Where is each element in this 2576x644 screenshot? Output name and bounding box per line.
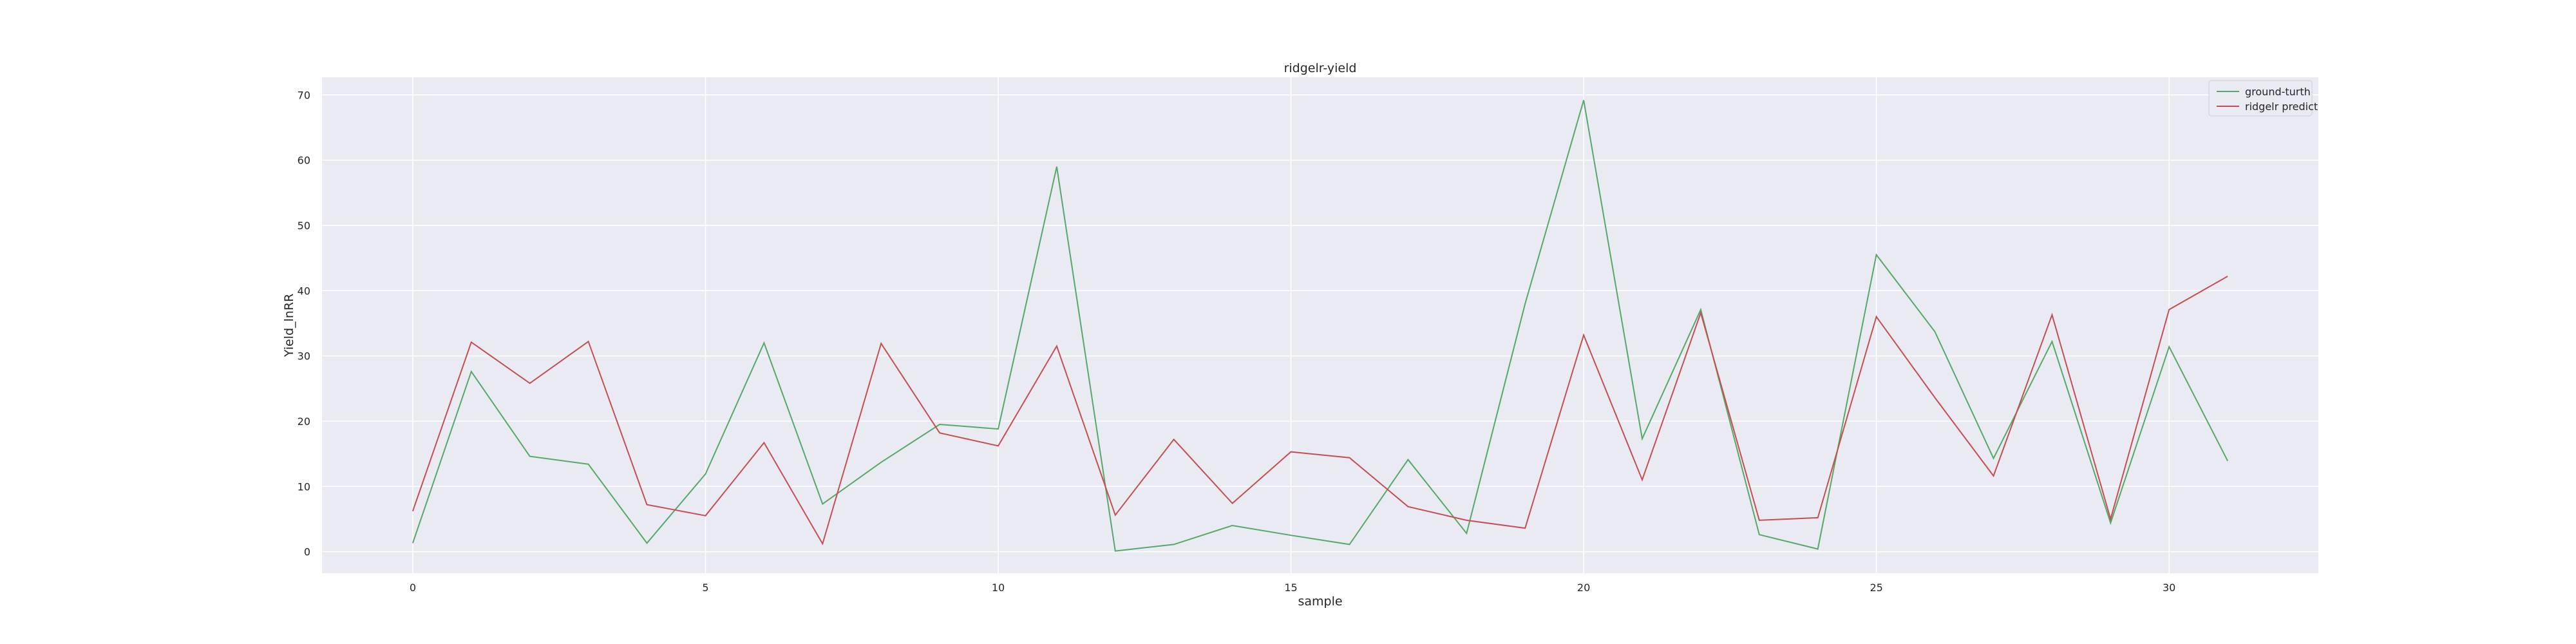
x-tick-label: 10 bbox=[992, 582, 1005, 594]
series-line-ground-turth bbox=[412, 100, 2228, 552]
y-tick-label: 50 bbox=[298, 220, 310, 232]
x-tick-label: 0 bbox=[410, 582, 416, 594]
x-tick-label: 15 bbox=[1284, 582, 1297, 594]
x-tick-label: 20 bbox=[1577, 582, 1590, 594]
y-tick-label: 30 bbox=[298, 350, 310, 363]
legend-label-ridgelr-predict: ridgelr predict bbox=[2245, 100, 2318, 113]
y-tick-label: 0 bbox=[304, 546, 310, 558]
x-tick-labels: 0 5 10 15 20 25 30 bbox=[410, 582, 2176, 594]
chart-title: ridgelr-yield bbox=[1284, 61, 1357, 75]
grid bbox=[322, 77, 2318, 573]
y-tick-label: 60 bbox=[298, 155, 310, 167]
y-tick-label: 70 bbox=[298, 89, 310, 101]
x-tick-label: 5 bbox=[702, 582, 708, 594]
y-axis-label: Yield_lnRR bbox=[282, 294, 296, 357]
x-axis-label: sample bbox=[1298, 594, 1342, 609]
legend-label-ground-turth: ground-turth bbox=[2245, 86, 2311, 98]
y-tick-label: 40 bbox=[298, 285, 310, 297]
series-lines bbox=[412, 100, 2228, 552]
series-line-ridgelr-predict bbox=[412, 276, 2228, 545]
y-tick-label: 20 bbox=[298, 415, 310, 428]
plot-area bbox=[322, 77, 2318, 573]
y-tick-labels: 0 10 20 30 40 50 60 70 bbox=[298, 89, 310, 558]
legend: ground-turth ridgelr predict bbox=[2208, 80, 2318, 117]
y-tick-label: 10 bbox=[298, 480, 310, 493]
legend-box bbox=[2208, 80, 2313, 117]
x-tick-label: 30 bbox=[2163, 582, 2175, 594]
x-tick-label: 25 bbox=[1870, 582, 1882, 594]
